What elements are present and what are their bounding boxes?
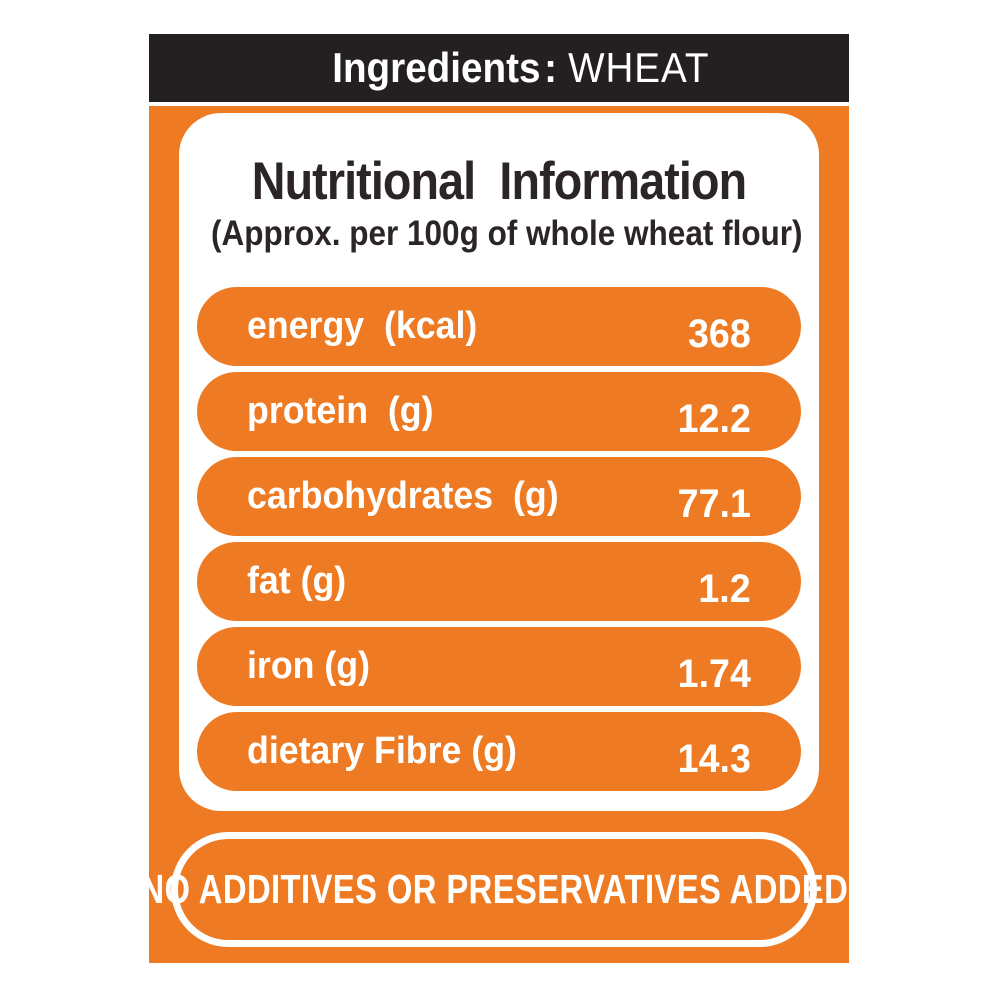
nutrition-row-dietary-fibre: dietary Fibre (g) 14.3	[197, 712, 801, 791]
ingredients-bar: Ingredients: WHEAT	[149, 34, 849, 102]
row-value: 368	[688, 312, 751, 356]
ingredients-separator: :	[543, 44, 557, 91]
nutrition-rows: energy (kcal) 368 protein (g) 12.2 carbo…	[197, 287, 801, 797]
nutrition-row-protein: protein (g) 12.2	[197, 372, 801, 451]
no-additives-text: NO ADDITIVES OR PRESERVATIVES ADDED	[140, 866, 848, 912]
nutrition-row-carbohydrates: carbohydrates (g) 77.1	[197, 457, 801, 536]
nutrition-row-fat: fat (g) 1.2	[197, 542, 801, 621]
label-panel: Nutritional Information (Approx. per 100…	[140, 106, 849, 963]
row-value: 1.74	[677, 652, 751, 696]
row-label: carbohydrates (g)	[247, 475, 559, 517]
row-value: 14.3	[677, 737, 751, 781]
row-label: protein (g)	[247, 390, 434, 432]
nutrition-row-energy: energy (kcal) 368	[197, 287, 801, 366]
row-label: iron (g)	[247, 645, 371, 687]
page-title: Nutritional Information	[251, 152, 747, 211]
row-label: energy (kcal)	[247, 305, 478, 347]
ingredients-value: WHEAT	[567, 44, 710, 91]
no-additives-badge: NO ADDITIVES OR PRESERVATIVES ADDED	[140, 832, 847, 947]
nutrition-card: Nutritional Information (Approx. per 100…	[179, 113, 819, 811]
ingredients-label: Ingredients	[331, 44, 541, 91]
row-label: fat (g)	[247, 560, 347, 602]
ingredients-bar-text: Ingredients: WHEAT	[289, 0, 709, 140]
row-value: 12.2	[677, 397, 751, 441]
row-value: 77.1	[677, 482, 751, 526]
row-value: 1.2	[698, 567, 751, 611]
nutrition-row-iron: iron (g) 1.74	[197, 627, 801, 706]
row-label: dietary Fibre (g)	[247, 730, 517, 772]
page-subtitle: (Approx. per 100g of whole wheat flour)	[211, 214, 803, 253]
